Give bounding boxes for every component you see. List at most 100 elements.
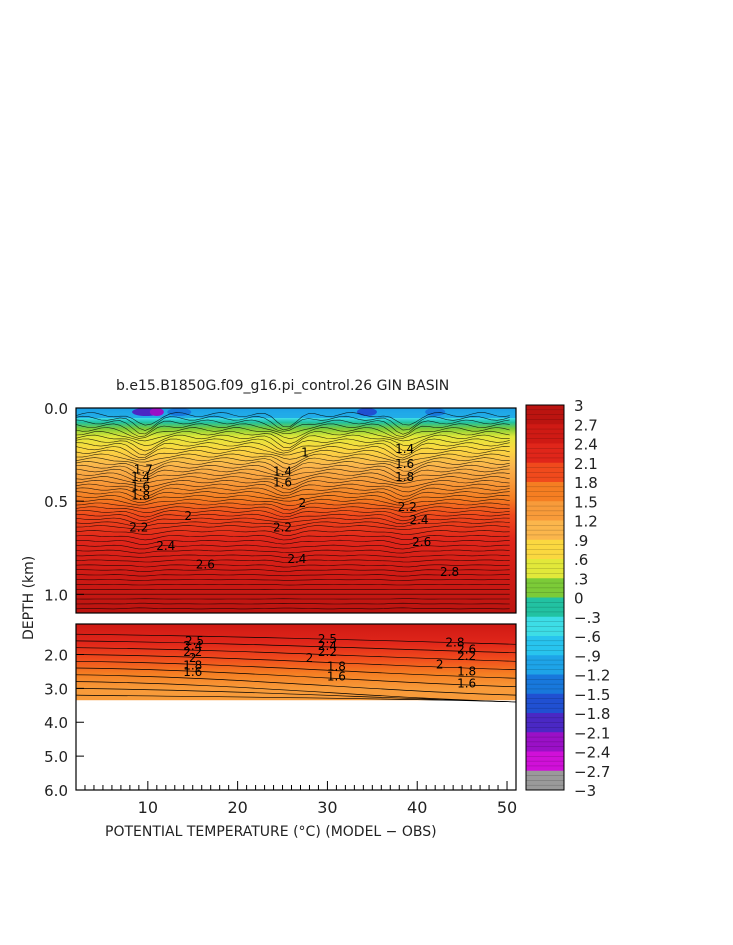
contour-line <box>75 525 510 532</box>
colorbar-label: .6 <box>574 551 588 569</box>
colorbar-swatch <box>526 597 564 618</box>
contour-line <box>75 468 510 480</box>
contour-label: 2.2 <box>129 520 148 534</box>
contour-line <box>75 559 510 563</box>
contour-label: 2.2 <box>398 500 417 514</box>
contour-line <box>75 667 517 688</box>
chart-title: b.e15.B1850G.f09_g16.pi_control.26 GIN B… <box>116 378 449 394</box>
contour-label: 1.6 <box>131 479 150 493</box>
contour-line <box>75 694 517 703</box>
lower-y-axis: 2.0 3.0 4.0 5.0 6.0 <box>44 646 84 800</box>
colorbar-frame <box>525 404 565 791</box>
lower-panel-gradient <box>76 624 516 701</box>
upper-contour-lines <box>75 408 516 610</box>
x-tick-label: 30 <box>317 798 337 817</box>
contour-label: 2.8 <box>445 636 464 650</box>
colorbar-label: −3 <box>574 782 596 800</box>
contour-line <box>75 491 510 501</box>
x-tick-label: 50 <box>497 798 517 817</box>
contour-line <box>75 506 510 515</box>
contour-line <box>75 607 510 610</box>
contour-label: 1.4 <box>131 470 150 484</box>
colorbar-label: −1.2 <box>574 667 610 685</box>
colorbar-swatch <box>526 636 564 656</box>
contour-line <box>75 483 510 494</box>
lower-panel: 2.52.42.221.81.62.52.42.221.81.62.82.62.… <box>75 623 517 791</box>
colorbar-swatch <box>526 482 564 502</box>
contour-line <box>75 449 510 461</box>
contour-line <box>75 517 510 525</box>
y-axis-label: DEPTH (km) <box>21 556 37 640</box>
colorbar-label: 1.8 <box>574 474 598 492</box>
contour-line <box>75 502 510 511</box>
colorbar-label: 2.4 <box>574 436 598 454</box>
contour-label: 2 <box>306 651 314 665</box>
colorbar-label: 1.2 <box>574 513 598 531</box>
colorbar-swatch <box>526 732 564 752</box>
upper-panel-gradient <box>76 408 516 613</box>
contour-line <box>75 688 517 703</box>
contour-line <box>75 579 510 581</box>
contour-line <box>75 660 517 679</box>
contour-line <box>75 602 510 605</box>
contour-label: 1.4 <box>273 464 292 478</box>
colorbar-label: −2.7 <box>574 763 610 781</box>
contour-line <box>75 412 510 428</box>
contour-label: 1.8 <box>327 659 346 673</box>
upper-y-axis: 0.0 0.5 1.0 <box>44 400 84 604</box>
colorbar-label: .3 <box>574 570 588 588</box>
y-tick-label: 1.0 <box>44 586 68 604</box>
contour-line <box>75 544 510 550</box>
contour-label: 1.6 <box>327 670 346 684</box>
contour-label: 2.2 <box>457 649 476 663</box>
colorbar-label: −2.4 <box>574 744 610 762</box>
colorbar-swatch <box>526 520 564 541</box>
contour-label: 1.6 <box>457 676 476 690</box>
contour-line <box>75 554 510 559</box>
colorbar-label: 3 <box>574 397 584 415</box>
contour-label: 2.6 <box>196 558 215 572</box>
contour-label: 2.5 <box>185 634 204 648</box>
contour-label: 2.6 <box>412 535 431 549</box>
colorbar: 32.72.42.11.81.51.2.9.6.30−.3−.6−.9−1.2−… <box>525 397 610 800</box>
colorbar-swatch <box>526 462 564 483</box>
surface-patch <box>149 408 164 416</box>
contour-line <box>75 640 517 654</box>
y-tick-label: 5.0 <box>44 748 68 766</box>
contour-line <box>75 549 510 554</box>
contour-line <box>75 633 517 645</box>
upper-panel-frame <box>75 407 517 614</box>
colorbar-label: −2.1 <box>574 724 610 742</box>
contour-line <box>75 674 517 696</box>
contour-line <box>75 434 510 449</box>
contour-line <box>75 521 510 527</box>
contour-line <box>76 539 510 546</box>
surface-patch <box>356 408 377 416</box>
contour-label: 1.8 <box>395 470 414 484</box>
contour-label: 1.4 <box>395 442 414 456</box>
y-tick-label: 6.0 <box>44 782 68 800</box>
colorbar-swatch <box>526 405 564 425</box>
colorbar-swatch <box>526 539 564 560</box>
contour-label: 2.2 <box>318 645 337 659</box>
contour-line <box>75 472 510 482</box>
contour-label: 1.6 <box>395 457 414 471</box>
colorbar-swatch <box>526 616 564 637</box>
contour-line <box>75 487 510 497</box>
surface-band <box>76 408 516 418</box>
contour-label: 2.4 <box>156 539 175 553</box>
lower-contour-labels: 2.52.42.221.81.62.52.42.221.81.62.82.62.… <box>183 632 476 690</box>
colorbar-swatch <box>526 424 564 444</box>
lower-contour-lines <box>75 633 517 703</box>
contour-line <box>75 479 510 490</box>
contour-line <box>75 574 510 577</box>
y-tick-label: 4.0 <box>44 714 68 732</box>
colorbar-label: −.3 <box>574 609 601 627</box>
colorbar-label: −.6 <box>574 628 601 646</box>
colorbar-label: 2.1 <box>574 455 598 473</box>
x-tick-label: 20 <box>227 798 247 817</box>
colorbar-label: −1.5 <box>574 686 610 704</box>
contour-line <box>75 442 510 456</box>
contour-line <box>76 584 510 586</box>
